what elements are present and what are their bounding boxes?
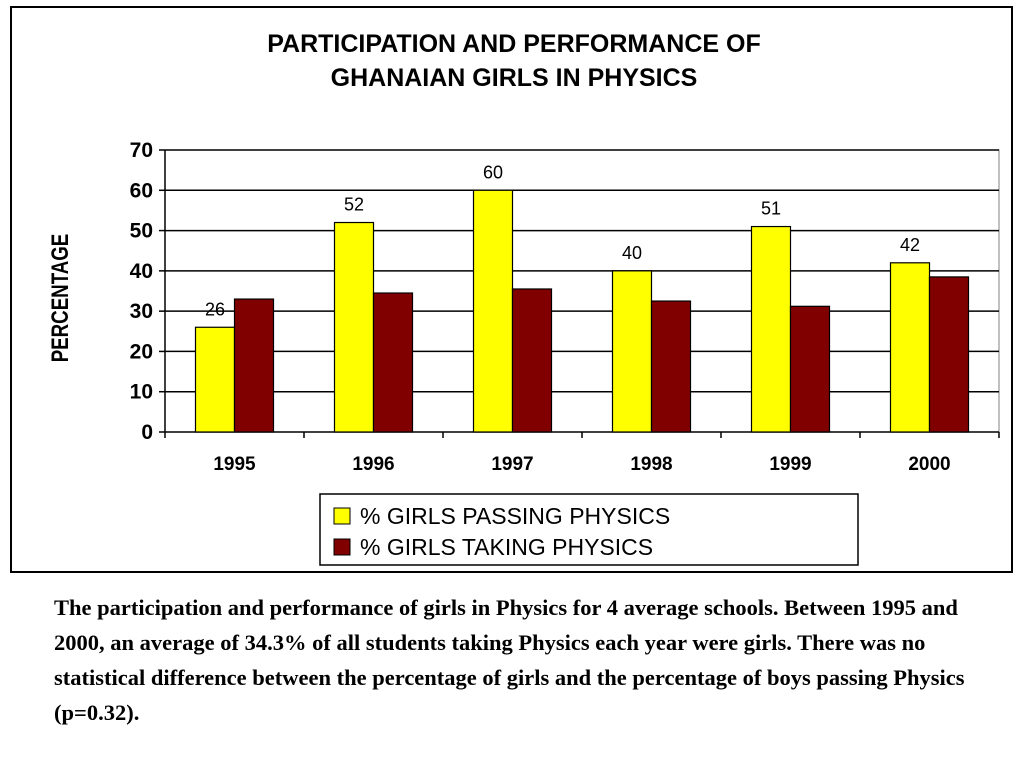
bar-taking-1995 [233, 298, 275, 433]
y-tick-label: 30 [130, 300, 153, 323]
bar-taking-1999 [789, 305, 831, 433]
bar-taking-1998 [650, 300, 692, 433]
data-label: 40 [622, 243, 642, 263]
bar-passing-1999 [750, 225, 792, 433]
chart-title-line-1: PARTICIPATION AND PERFORMANCE OF [267, 30, 761, 58]
legend-label: % GIRLS PASSING PHYSICS [360, 503, 670, 529]
x-tick-label: 1995 [213, 454, 256, 475]
data-label: 52 [344, 195, 364, 215]
plot-background [164, 149, 1000, 433]
chart: PARTICIPATION AND PERFORMANCE OF GHANAIA… [47, 30, 1000, 566]
x-tick-label: 1997 [491, 454, 533, 475]
y-tick-label: 60 [130, 179, 153, 202]
legend-label: % GIRLS TAKING PHYSICS [360, 534, 653, 560]
bar-passing-2000 [889, 262, 931, 433]
bar-passing-1996 [333, 221, 375, 433]
legend-box [319, 493, 859, 566]
legend-swatch [333, 538, 351, 556]
y-tick-label: 40 [130, 260, 153, 283]
data-label: 26 [205, 299, 225, 319]
bar-taking-2000 [928, 276, 970, 433]
y-tick-label: 10 [130, 381, 153, 404]
caption-text: The participation and performance of gir… [54, 595, 965, 725]
y-tick-label: 50 [130, 220, 153, 243]
x-tick-label: 2000 [908, 454, 950, 475]
bar-passing-1998 [611, 270, 653, 433]
bar-passing-1997 [472, 189, 514, 433]
y-axis-label: PERCENTAGE [47, 234, 74, 363]
x-tick-label: 1999 [769, 454, 811, 475]
y-tick-label: 20 [130, 340, 153, 363]
data-label: 51 [761, 199, 781, 219]
bar-taking-1996 [372, 292, 414, 433]
x-tick-label: 1996 [352, 454, 394, 475]
data-label: 60 [483, 162, 503, 182]
x-tick-label: 1998 [630, 454, 672, 475]
y-tick-label: 70 [130, 139, 153, 162]
legend-swatch [333, 507, 351, 525]
data-label: 42 [900, 235, 920, 255]
chart-title-line-2: GHANAIAN GIRLS IN PHYSICS [331, 64, 698, 92]
bar-taking-1997 [511, 288, 553, 433]
y-tick-label: 0 [141, 421, 153, 444]
legend: % GIRLS PASSING PHYSICS % GIRLS TAKING PH… [319, 493, 859, 566]
plot-area: 0 10 20 30 40 50 60 70 1995 26 1996 52 1997 60 1998 40 1… [130, 139, 1000, 475]
chart-frame: PARTICIPATION AND PERFORMANCE OF GHANAIA… [10, 6, 1013, 573]
bar-passing-1995 [194, 326, 236, 433]
